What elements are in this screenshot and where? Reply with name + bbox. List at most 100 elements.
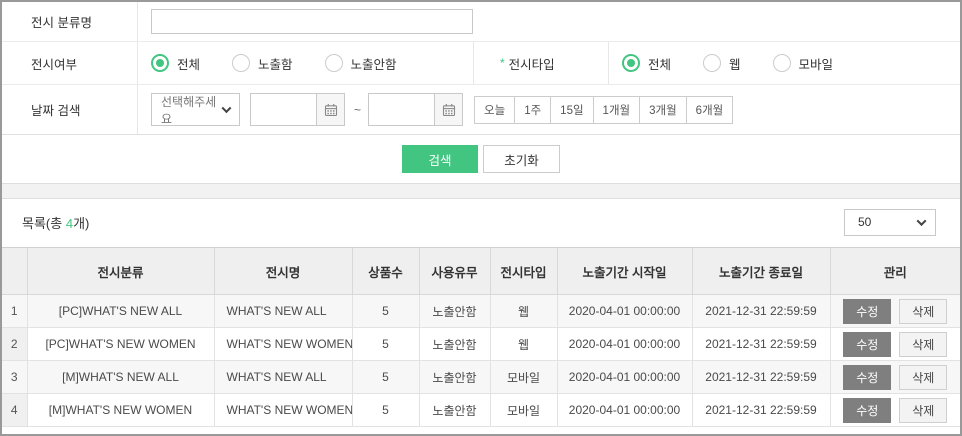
exhibit-type-radio-option[interactable]: 모바일 (772, 54, 833, 73)
cell-use-status: 노출안함 (418, 294, 491, 328)
exhibit-table: 전시분류 전시명 상품수 사용유무 전시타입 노출기간 시작일 노출기간 종료일… (2, 247, 960, 427)
table-row: 2 [PC]WHAT'S NEW WOMEN WHAT'S NEW WOMEN … (2, 327, 960, 361)
edit-button[interactable]: 수정 (843, 397, 892, 423)
cell-name: WHAT'S NEW ALL (213, 360, 353, 394)
cell-use-status: 노출안함 (418, 360, 491, 394)
cell-start-date: 2020-04-01 00:00:00 (556, 393, 693, 427)
form-row-exhibit-status: 전시여부 전체 노출함 노출안함 (2, 42, 960, 85)
cell-use-status: 노출안함 (418, 393, 491, 427)
col-header-start-date: 노출기간 시작일 (556, 247, 693, 295)
delete-button[interactable]: 삭제 (899, 364, 948, 390)
exhibit-status-radio-option[interactable]: 전체 (151, 54, 200, 73)
delete-button[interactable]: 삭제 (899, 331, 948, 357)
cell-no: 1 (2, 294, 28, 328)
required-asterisk: * (500, 56, 505, 70)
date-from-input[interactable] (250, 93, 317, 126)
cell-exhibit-type: 모바일 (489, 393, 558, 427)
date-search-label: 날짜 검색 (2, 85, 138, 134)
form-row-date-search: 날짜 검색 선택해주세요 (2, 85, 960, 135)
exhibit-type-radio-option[interactable]: 전체 (622, 54, 671, 73)
radio-circle-icon (151, 54, 169, 72)
radio-circle-icon (324, 54, 343, 72)
table-row: 1 [PC]WHAT'S NEW ALL WHAT'S NEW ALL 5 노출… (2, 294, 960, 328)
date-search-controls: 선택해주세요 (138, 85, 960, 134)
col-header-category: 전시분류 (26, 247, 215, 295)
exhibit-status-radio-option[interactable]: 노출안함 (324, 54, 397, 73)
edit-button[interactable]: 수정 (843, 298, 892, 324)
date-type-select-value: 선택해주세요 (161, 94, 217, 126)
cell-use-status: 노출안함 (418, 327, 491, 361)
table-header-row: 전시분류 전시명 상품수 사용유무 전시타입 노출기간 시작일 노출기간 종료일… (2, 247, 960, 295)
form-action-bar: 검색 초기화 (2, 135, 960, 183)
table-header: 전시분류 전시명 상품수 사용유무 전시타입 노출기간 시작일 노출기간 종료일… (2, 247, 960, 295)
date-to-group (368, 93, 464, 126)
quick-period-button[interactable]: 1개월 (592, 95, 641, 124)
table-body: 1 [PC]WHAT'S NEW ALL WHAT'S NEW ALL 5 노출… (2, 294, 960, 427)
col-header-end-date: 노출기간 종료일 (691, 247, 831, 295)
cell-end-date: 2021-12-31 22:59:59 (691, 393, 831, 427)
cell-end-date: 2021-12-31 22:59:59 (691, 327, 831, 361)
radio-circle-icon (232, 54, 251, 72)
radio-option-label: 노출함 (258, 57, 293, 72)
col-header-no (2, 247, 28, 295)
reset-button[interactable]: 초기화 (483, 145, 560, 173)
exhibit-type-radio-group: 전체 웹 모바일 (609, 42, 960, 84)
calendar-icon[interactable] (434, 93, 464, 126)
edit-button[interactable]: 수정 (843, 331, 892, 357)
cell-manage: 수정 삭제 (829, 294, 960, 328)
date-to-input[interactable] (368, 93, 436, 126)
cell-exhibit-type: 웹 (489, 294, 558, 328)
chevron-down-icon (916, 215, 927, 226)
category-name-input[interactable] (151, 9, 473, 34)
exhibit-status-radio-group: 전체 노출함 노출안함 (138, 42, 473, 84)
date-type-select[interactable]: 선택해주세요 (151, 93, 240, 126)
exhibit-type-radio-option[interactable]: 웹 (703, 54, 741, 73)
cell-end-date: 2021-12-31 22:59:59 (691, 360, 831, 394)
cell-start-date: 2020-04-01 00:00:00 (556, 327, 693, 361)
radio-option-label: 노출안함 (350, 57, 397, 72)
cell-product-count: 5 (351, 360, 420, 394)
quick-period-button[interactable]: 15일 (550, 95, 594, 124)
radio-circle-icon (622, 54, 640, 72)
delete-button[interactable]: 삭제 (899, 397, 948, 423)
col-header-use-status: 사용유무 (418, 247, 491, 295)
col-header-product-count: 상품수 (351, 247, 420, 295)
list-header: 목록(총 4개) 50 (2, 205, 960, 239)
search-button[interactable]: 검색 (402, 145, 478, 173)
quick-period-buttons: 오늘 1주 15일 1개월 3개월 6개월 (474, 95, 734, 124)
cell-manage: 수정 삭제 (829, 360, 960, 394)
edit-button[interactable]: 수정 (843, 364, 892, 390)
calendar-icon[interactable] (316, 93, 345, 126)
radio-option-label: 전체 (648, 57, 672, 72)
category-name-field-wrap (138, 2, 960, 41)
cell-no: 4 (2, 393, 28, 427)
exhibit-type-label: * 전시타입 (473, 42, 609, 84)
cell-manage: 수정 삭제 (829, 393, 960, 427)
search-form: 전시 분류명 전시여부 전체 노출함 (2, 2, 960, 135)
list-count: 4 (65, 215, 74, 231)
radio-option-label: 전체 (177, 57, 201, 72)
cell-name: WHAT'S NEW WOMEN (213, 327, 353, 361)
exhibit-status-radio-option[interactable]: 노출함 (232, 54, 293, 73)
category-name-label: 전시 분류명 (2, 2, 138, 41)
quick-period-button[interactable]: 1주 (514, 95, 552, 124)
list-title: 목록(총 4개) (22, 213, 89, 232)
radio-option-label: 웹 (729, 57, 741, 72)
date-range-separator: ~ (354, 102, 362, 117)
table-row: 4 [M]WHAT'S NEW WOMEN WHAT'S NEW WOMEN 5… (2, 393, 960, 427)
quick-period-button[interactable]: 3개월 (639, 95, 687, 124)
exhibit-status-label: 전시여부 (2, 42, 138, 84)
cell-product-count: 5 (351, 294, 420, 328)
quick-period-button[interactable]: 6개월 (685, 95, 734, 124)
cell-manage: 수정 삭제 (829, 327, 960, 361)
cell-exhibit-type: 웹 (489, 327, 558, 361)
cell-category: [M]WHAT'S NEW WOMEN (26, 393, 215, 427)
quick-period-button[interactable]: 오늘 (474, 95, 516, 124)
page-size-select[interactable]: 50 (844, 208, 936, 236)
radio-circle-icon (772, 54, 791, 72)
col-header-manage: 관리 (829, 247, 960, 295)
cell-category: [M]WHAT'S NEW ALL (26, 360, 215, 394)
delete-button[interactable]: 삭제 (899, 298, 948, 324)
cell-start-date: 2020-04-01 00:00:00 (556, 360, 693, 394)
page-size-value: 50 (858, 215, 872, 229)
